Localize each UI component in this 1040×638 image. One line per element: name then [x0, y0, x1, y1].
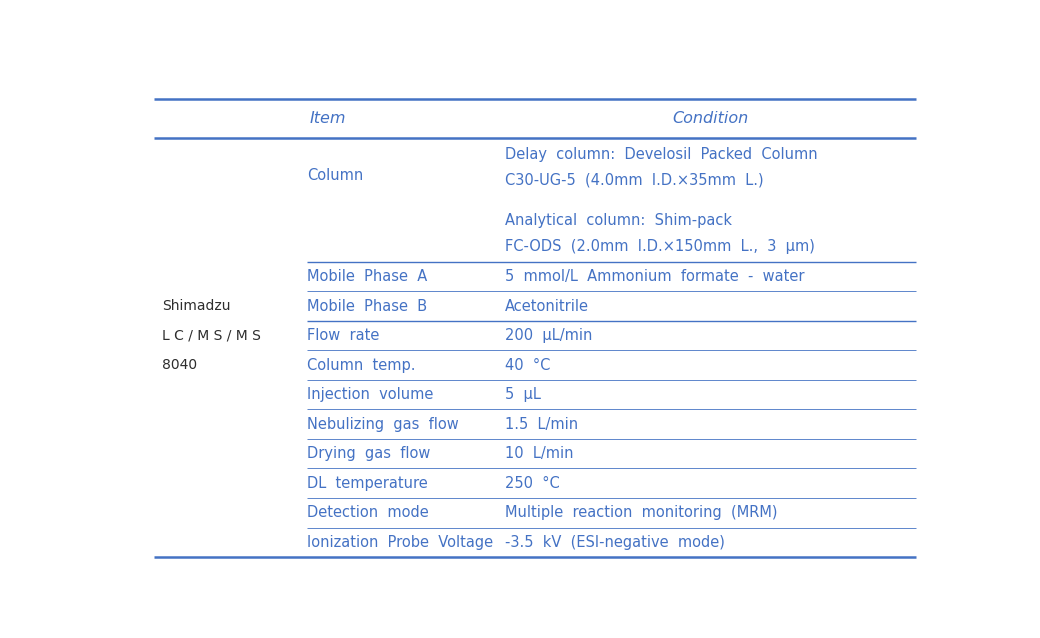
Text: Analytical  column:  Shim-pack: Analytical column: Shim-pack: [504, 213, 732, 228]
Text: FC-ODS  (2.0mm  I.D.×150mm  L.,  3  μm): FC-ODS (2.0mm I.D.×150mm L., 3 μm): [504, 239, 814, 255]
Text: 1.5  L/min: 1.5 L/min: [504, 417, 578, 432]
Text: Injection  volume: Injection volume: [308, 387, 434, 402]
Text: Shimadzu: Shimadzu: [162, 299, 231, 313]
Text: 10  L/min: 10 L/min: [504, 446, 573, 461]
Text: Flow  rate: Flow rate: [308, 328, 380, 343]
Text: 5  mmol/L  Ammonium  formate  -  water: 5 mmol/L Ammonium formate - water: [504, 269, 804, 284]
Text: Detection  mode: Detection mode: [308, 505, 430, 520]
Text: Drying  gas  flow: Drying gas flow: [308, 446, 431, 461]
Text: Condition: Condition: [672, 111, 749, 126]
Text: 8040: 8040: [162, 358, 198, 372]
Text: Multiple  reaction  monitoring  (MRM): Multiple reaction monitoring (MRM): [504, 505, 777, 520]
Text: Item: Item: [309, 111, 345, 126]
Text: 250  °C: 250 °C: [504, 476, 560, 491]
Text: Delay  column:  Develosil  Packed  Column: Delay column: Develosil Packed Column: [504, 147, 817, 161]
Text: 5  μL: 5 μL: [504, 387, 541, 402]
Text: DL  temperature: DL temperature: [308, 476, 428, 491]
Text: Column: Column: [308, 168, 364, 182]
Text: Nebulizing  gas  flow: Nebulizing gas flow: [308, 417, 459, 432]
Text: C30-UG-5  (4.0mm  I.D.×35mm  L.): C30-UG-5 (4.0mm I.D.×35mm L.): [504, 173, 763, 188]
Text: Column  temp.: Column temp.: [308, 358, 416, 373]
Text: Mobile  Phase  B: Mobile Phase B: [308, 299, 427, 314]
Text: Ionization  Probe  Voltage: Ionization Probe Voltage: [308, 535, 493, 550]
Text: 40  °C: 40 °C: [504, 358, 550, 373]
Text: Mobile  Phase  A: Mobile Phase A: [308, 269, 427, 284]
Text: Acetonitrile: Acetonitrile: [504, 299, 589, 314]
Text: L C / M S / M S: L C / M S / M S: [162, 329, 261, 343]
Text: 200  μL/min: 200 μL/min: [504, 328, 592, 343]
Text: -3.5  kV  (ESI-negative  mode): -3.5 kV (ESI-negative mode): [504, 535, 725, 550]
